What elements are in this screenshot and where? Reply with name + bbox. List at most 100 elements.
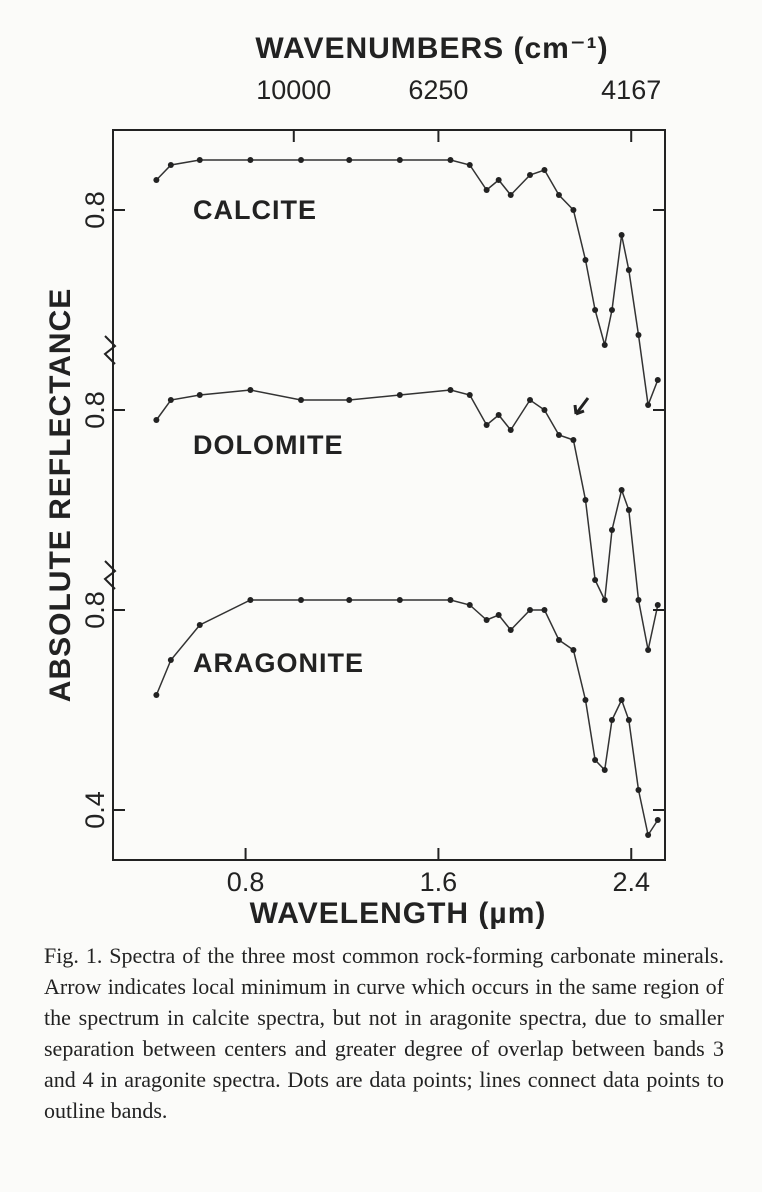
data-point	[618, 232, 625, 238]
data-point	[625, 267, 632, 273]
data-point	[483, 617, 490, 623]
data-point	[582, 497, 589, 503]
series-label: DOLOMITE	[193, 430, 344, 460]
data-point	[483, 422, 490, 428]
data-point	[592, 577, 599, 583]
data-point	[570, 437, 577, 443]
data-point	[507, 427, 514, 433]
spectrum-line	[155, 389, 659, 651]
data-point	[601, 342, 608, 348]
y-tick-label: 0.8	[80, 591, 110, 629]
data-point	[625, 717, 632, 723]
data-point	[167, 657, 174, 663]
data-point	[196, 157, 203, 163]
x-tick-label: 1.6	[420, 867, 458, 897]
data-point	[447, 387, 454, 393]
plot-frame	[112, 129, 666, 861]
x-tick-label: 2.4	[612, 867, 650, 897]
data-point	[247, 597, 254, 603]
data-point	[447, 597, 454, 603]
figure: 0.8 CALCITE 10000 6250 4167 WAVENUMBERS (cm⁻¹…	[44, 32, 666, 930]
data-point	[625, 507, 632, 513]
data-point	[582, 697, 589, 703]
arrow	[573, 397, 590, 416]
data-point	[527, 607, 534, 613]
axis-break	[103, 335, 117, 365]
data-point	[582, 257, 589, 263]
data-point	[527, 172, 534, 178]
data-point	[167, 397, 174, 403]
data-point	[608, 307, 615, 313]
data-point	[541, 407, 548, 413]
spectrum-line	[155, 599, 659, 837]
data-point	[635, 597, 642, 603]
caption: Fig. 1. Spectra of the three most common…	[44, 943, 724, 1123]
data-point	[346, 397, 353, 403]
data-point	[466, 602, 473, 608]
data-point	[396, 597, 403, 603]
data-point	[483, 187, 490, 193]
data-point	[645, 832, 652, 838]
data-point	[654, 602, 661, 608]
data-point	[601, 767, 608, 773]
data-point	[645, 647, 652, 653]
data-point	[570, 647, 577, 653]
series-label: ARAGONITE	[193, 648, 364, 678]
data-point	[507, 192, 514, 198]
x2-tick-label: 10000	[256, 75, 331, 105]
data-point	[555, 432, 562, 438]
data-point	[635, 787, 642, 793]
data-point	[298, 157, 305, 163]
data-point	[495, 177, 502, 183]
data-point	[153, 177, 160, 183]
data-point	[592, 307, 599, 313]
data-point	[495, 412, 502, 418]
data-point	[541, 607, 548, 613]
data-point	[396, 157, 403, 163]
axis-break	[103, 560, 117, 590]
data-point	[601, 597, 608, 603]
x2-tick-label: 6250	[408, 75, 468, 105]
data-point	[298, 597, 305, 603]
series-label: CALCITE	[193, 195, 317, 225]
data-point	[196, 622, 203, 628]
data-point	[507, 627, 514, 633]
data-point	[654, 377, 661, 383]
y-axis-title: ABSOLUTE REFLECTANCE	[44, 288, 77, 702]
data-point	[592, 757, 599, 763]
data-point	[153, 417, 160, 423]
data-point	[153, 692, 160, 698]
data-point	[618, 697, 625, 703]
x2-axis-title: WAVENUMBERS (cm⁻¹)	[255, 32, 608, 65]
data-point	[298, 397, 305, 403]
data-point	[196, 392, 203, 398]
data-point	[608, 527, 615, 533]
data-point	[527, 397, 534, 403]
y-tick-label: 0.8	[80, 191, 110, 229]
data-point	[555, 637, 562, 643]
data-point	[346, 157, 353, 163]
x-axis-title: WAVELENGTH (µm)	[250, 897, 547, 930]
data-point	[645, 402, 652, 408]
data-point	[466, 392, 473, 398]
data-point	[247, 157, 254, 163]
data-point	[555, 192, 562, 198]
data-point	[466, 162, 473, 168]
y-tick-label: 0.8	[80, 391, 110, 429]
x-tick-label: 0.8	[227, 867, 265, 897]
data-point	[570, 207, 577, 213]
data-point	[541, 167, 548, 173]
y-tick-label: 0.4	[80, 791, 110, 829]
data-point	[346, 597, 353, 603]
data-point	[495, 612, 502, 618]
data-point	[654, 817, 661, 823]
data-point	[167, 162, 174, 168]
data-point	[447, 157, 454, 163]
data-point	[396, 392, 403, 398]
data-point	[608, 717, 615, 723]
data-point	[618, 487, 625, 493]
data-point	[635, 332, 642, 338]
data-point	[247, 387, 254, 393]
x2-tick-label: 4167	[601, 75, 661, 105]
